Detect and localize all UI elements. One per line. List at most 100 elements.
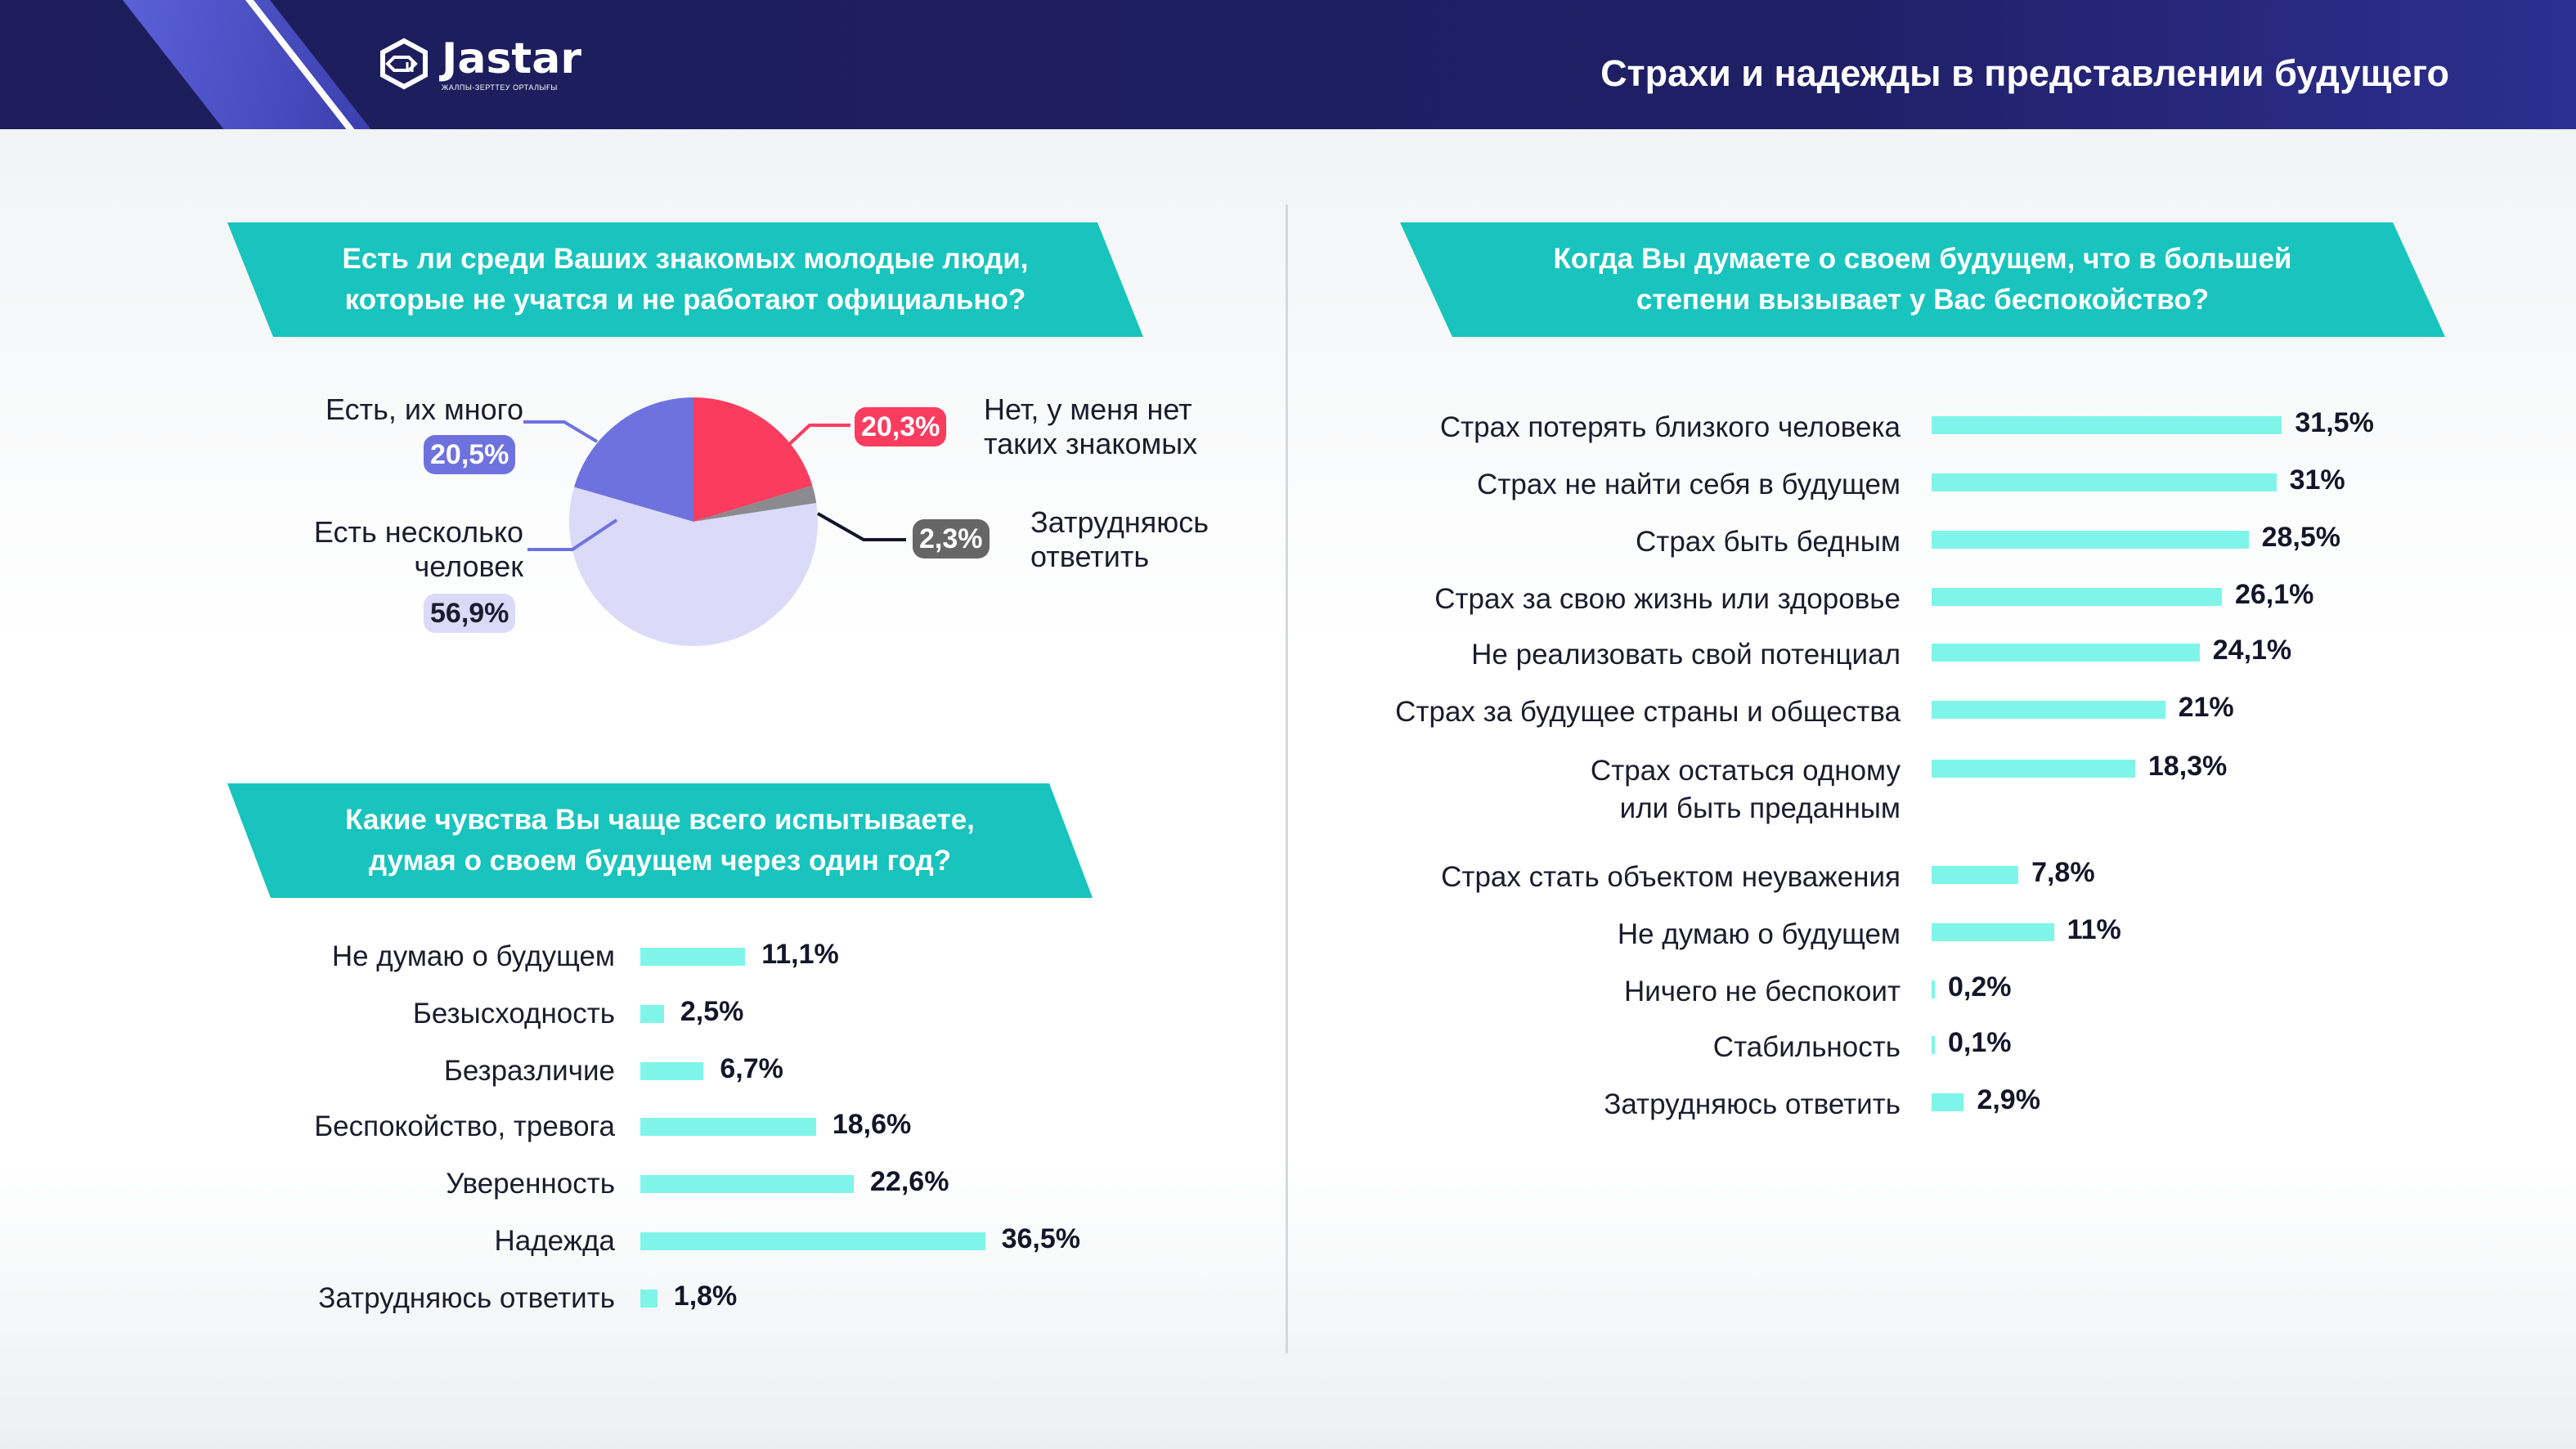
pie-value-none: 20,3% xyxy=(855,407,947,446)
pie-label-unsure: Затрудняюсь ответить xyxy=(1030,505,1276,574)
bar-value-label: 24,1% xyxy=(2212,635,2292,666)
bar-label-line: Затрудняюсь ответить xyxy=(318,1282,615,1314)
bar-value-label: 18,6% xyxy=(832,1109,912,1140)
leader-line-unsure xyxy=(817,512,906,541)
bar-value-label: 0,1% xyxy=(1948,1027,2012,1058)
bar-label-line: Уверенность xyxy=(446,1168,615,1200)
worries-question-line-1: Когда Вы думаете о своем будущем, что в … xyxy=(1553,243,2292,275)
bar-value-label: 11% xyxy=(2067,914,2121,945)
bar-label: Страх за свою жизнь или здоровье xyxy=(1434,581,1901,618)
bar-value-label: 31% xyxy=(2289,464,2345,496)
bar xyxy=(640,1062,704,1080)
bar-value-label: 2,9% xyxy=(1977,1084,2040,1115)
bar-label-line: Затрудняюсь ответить xyxy=(1604,1088,1901,1120)
feelings-question-banner: Какие чувства Вы чаще всего испытываете,… xyxy=(227,783,1093,898)
bar-label-line: Беспокойство, тревога xyxy=(314,1110,615,1142)
logo-wordmark: Jastar xyxy=(442,34,581,83)
bar xyxy=(1932,701,2165,719)
bar xyxy=(1932,416,2282,434)
bar xyxy=(1932,1093,1964,1111)
pie-label-none: Нет, у меня нет таких знакомых xyxy=(984,393,1295,461)
bar-value-label: 28,5% xyxy=(2261,522,2340,553)
pie-label-none-line-1: Нет, у меня нет xyxy=(984,393,1192,426)
bar-label: Стабильность xyxy=(1713,1029,1901,1066)
bar-label: Не реализовать свой потенциал xyxy=(1471,636,1901,674)
pie-label-several: Есть несколько человек xyxy=(262,515,523,584)
pie-value-several: 56,9% xyxy=(424,594,516,633)
bar-value-label: 0,2% xyxy=(1948,971,2012,1003)
pie-label-several-line-2: человек xyxy=(414,550,523,583)
bar-label: Беспокойство, тревога xyxy=(314,1110,615,1143)
bar xyxy=(1932,760,2135,778)
pie-value-many: 20,5% xyxy=(424,435,516,474)
bar-label: Ничего не беспокоит xyxy=(1624,973,1901,1011)
bar-label-line: Безысходность xyxy=(412,998,615,1030)
pie-label-none-line-2: таких знакомых xyxy=(984,427,1198,460)
bar-label: Страх остаться одному или быть преданным xyxy=(1591,752,1901,828)
leader-line-none xyxy=(783,424,850,450)
logo: Jastar ЖАЛПЫ-ЗЕРТТЕУ ОРТАЛЫҒЫ xyxy=(378,36,581,92)
bar-label: Затрудняюсь ответить xyxy=(1604,1086,1901,1124)
bar xyxy=(640,1290,657,1308)
bar-value-label: 31,5% xyxy=(2295,407,2374,438)
bar-label: Не думаю о будущем xyxy=(1618,916,1901,953)
bar-label: Безразличие xyxy=(444,1055,615,1088)
bar-label: Не думаю о будущем xyxy=(332,940,615,973)
bar xyxy=(640,1232,985,1250)
pie-label-unsure-line-1: Затрудняюсь xyxy=(1030,505,1209,539)
pie-label-unsure-line-2: ответить xyxy=(1030,540,1150,573)
bar xyxy=(1932,866,2019,884)
pie-question-banner: Есть ли среди Ваших знакомых молодые люд… xyxy=(227,222,1143,337)
pie-label-several-line-1: Есть несколько xyxy=(313,515,523,549)
pie-label-many: Есть, их много xyxy=(325,393,523,426)
bar xyxy=(640,948,746,966)
bar xyxy=(1932,473,2277,491)
bar-label-line: Страх за свою жизнь или здоровье xyxy=(1434,583,1901,615)
bar-label-line: Страх не найти себя в будущем xyxy=(1477,469,1901,500)
bar xyxy=(1932,531,2249,549)
pie-question-line-1: Есть ли среди Ваших знакомых молодые люд… xyxy=(342,243,1029,275)
bar-label-line: Безразличие xyxy=(443,1055,615,1087)
worries-question-banner: Когда Вы думаете о своем будущем, что в … xyxy=(1400,222,2445,337)
leader-line-many xyxy=(523,420,599,443)
bar-label-line: Не думаю о будущем xyxy=(331,940,615,972)
pie-slice xyxy=(569,487,819,646)
pie-chart xyxy=(523,397,906,646)
bar-label: Страх стать объектом неуважения xyxy=(1441,859,1901,896)
bar-value-label: 36,5% xyxy=(1001,1223,1080,1254)
bar-label-line: Ничего не беспокоит xyxy=(1623,976,1901,1007)
bar-value-label: 21% xyxy=(2178,692,2234,723)
bar-label: Страх быть бедным xyxy=(1636,523,1901,561)
header-bar: Jastar ЖАЛПЫ-ЗЕРТТЕУ ОРТАЛЫҒЫ Страхи и н… xyxy=(0,0,2576,129)
bar-label: Безысходность xyxy=(413,998,615,1030)
logo-subtitle: ЖАЛПЫ-ЗЕРТТЕУ ОРТАЛЫҒЫ xyxy=(442,83,558,92)
feelings-question-line-2: думая о своем будущем через один год? xyxy=(368,845,952,877)
bar-label-line: Страх стать объектом неуважения xyxy=(1441,861,1901,893)
bar-label: Уверенность xyxy=(446,1168,615,1200)
bar xyxy=(640,1005,664,1023)
bar-label: Страх не найти себя в будущем xyxy=(1477,466,1901,504)
bar-value-label: 6,7% xyxy=(720,1053,783,1084)
bar-value-label: 26,1% xyxy=(2234,579,2314,610)
bar-value-label: 1,8% xyxy=(673,1281,738,1312)
bar-label: Страх потерять близкого человека xyxy=(1440,409,1901,446)
bar-value-label: 11,1% xyxy=(761,939,839,970)
worries-question-line-2: степени вызывает у Вас беспокойство? xyxy=(1636,284,2210,316)
bar-label-line: Страх потерять близкого человека xyxy=(1439,411,1901,443)
logo-icon xyxy=(380,38,428,90)
bar-label-line: Не думаю о будущем xyxy=(1617,918,1901,950)
pie-slice xyxy=(574,397,693,522)
bar xyxy=(1932,923,2054,941)
bar-label-line: Стабильность xyxy=(1712,1031,1901,1063)
bar-label-line: или быть преданным xyxy=(1619,792,1901,824)
bar-label-line: Страх остаться одному xyxy=(1590,755,1901,787)
bar-label-line: Страх за будущее страны и общества xyxy=(1395,696,1901,728)
bar-label: Страх за будущее страны и общества xyxy=(1395,693,1901,731)
bar-value-label: 2,5% xyxy=(680,996,744,1027)
bar xyxy=(1932,588,2222,606)
bar xyxy=(640,1118,816,1136)
feelings-question-line-1: Какие чувства Вы чаще всего испытываете, xyxy=(345,804,975,836)
bar-label: Надежда xyxy=(494,1225,615,1258)
column-divider xyxy=(1286,204,1288,1353)
bar xyxy=(1932,1036,1935,1054)
